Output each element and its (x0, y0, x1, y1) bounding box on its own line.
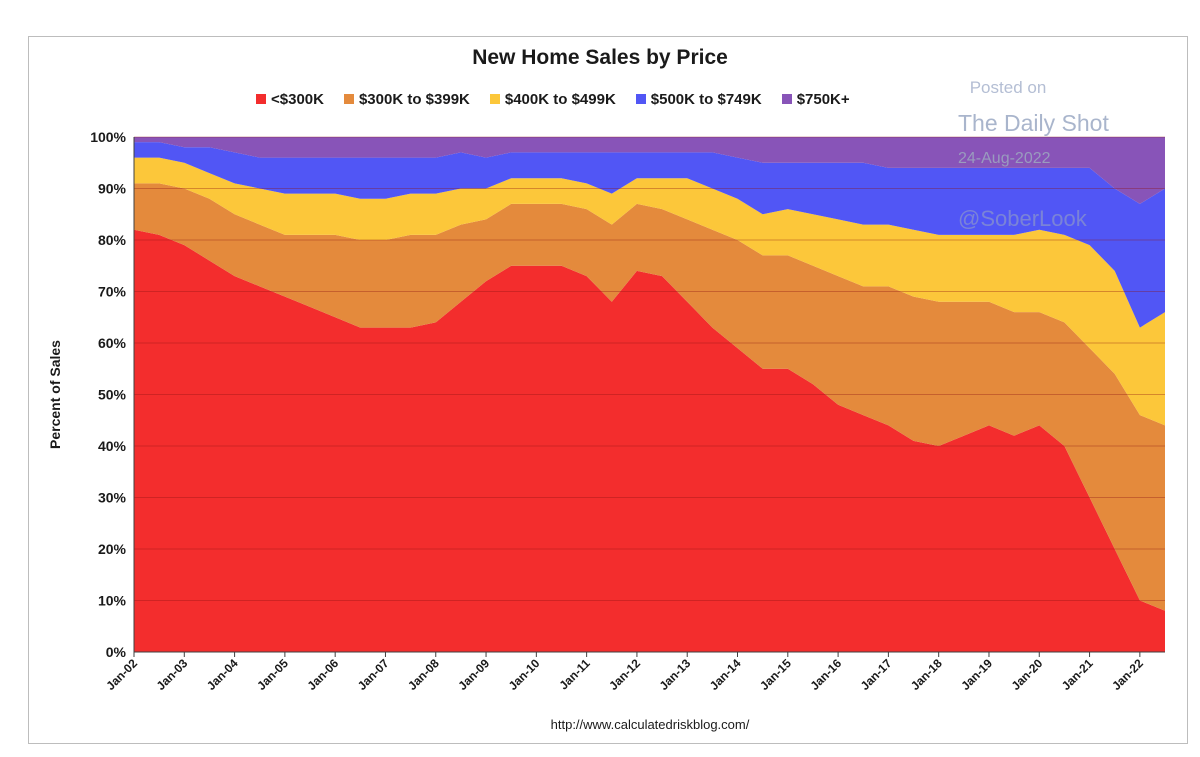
source-url: http://www.calculatedriskblog.com/ (550, 717, 750, 732)
x-tick-label: Jan-10 (506, 656, 543, 693)
x-tick-label: Jan-18 (908, 656, 945, 693)
area-300k (134, 229, 1165, 652)
legend-item-500k-to-749k: $500K to $749K (635, 90, 762, 108)
legend-label: $400K to $499K (504, 90, 616, 108)
area-500k-to-749k (134, 142, 1165, 328)
legend-label: <$300K (271, 90, 324, 108)
x-tick-label: Jan-02 (103, 656, 140, 693)
watermark-posted-label: Posted on (969, 78, 1047, 97)
legend-item-750k: $750K+ (781, 90, 850, 108)
legend-swatch (635, 93, 646, 104)
chart-title: New Home Sales by Price (472, 46, 728, 69)
x-tick-label: Jan-08 (405, 656, 442, 693)
legend-label: $500K to $749K (650, 90, 762, 108)
x-tick-label: Jan-05 (254, 656, 291, 693)
y-tick-label: 70% (98, 284, 127, 300)
x-tick-label: Jan-16 (807, 656, 844, 693)
y-tick-label: 20% (98, 541, 127, 557)
y-tick-label: 30% (98, 490, 127, 506)
watermark-date: 24-Aug-2022 (958, 150, 1051, 167)
y-tick-label: 40% (98, 438, 127, 454)
area-300k-to-399k (134, 183, 1165, 611)
x-tick-label: Jan-20 (1009, 656, 1046, 693)
watermark-site-name: The Daily Shot (958, 110, 1109, 136)
legend-swatch (343, 93, 354, 104)
area-400k-to-499k (134, 157, 1165, 426)
y-tick-label: 100% (90, 129, 126, 145)
y-tick-label: 0% (106, 644, 127, 660)
x-tick-label: Jan-17 (858, 656, 895, 693)
x-tick-label: Jan-12 (606, 656, 643, 693)
legend-label: $300K to $399K (358, 90, 470, 108)
x-tick-label: Jan-21 (1059, 656, 1096, 693)
x-tick-label: Jan-06 (305, 656, 342, 693)
x-tick-label: Jan-07 (355, 656, 392, 693)
watermark: Posted on The Daily Shot 24-Aug-2022 @So… (950, 78, 1150, 238)
x-tick-label: Jan-22 (1109, 656, 1146, 693)
legend-item-300k: <$300K (256, 91, 324, 108)
x-tick-label: Jan-11 (556, 656, 593, 693)
watermark-handle: @SoberLook (958, 206, 1087, 231)
y-tick-label: 10% (98, 593, 127, 609)
x-tick-label: Jan-15 (757, 656, 794, 693)
legend-swatch (781, 93, 792, 104)
x-tick-label: Jan-03 (154, 656, 191, 693)
x-tick-label: Jan-14 (707, 656, 744, 693)
legend-swatch (256, 93, 266, 104)
legend-item-400k-to-499k: $400K to $499K (489, 90, 616, 108)
legend-label: $750K+ (796, 90, 850, 108)
area-750k (134, 137, 1165, 204)
x-tick-label: Jan-19 (958, 656, 995, 693)
x-tick-label: Jan-04 (204, 656, 241, 693)
x-tick-label: Jan-09 (455, 656, 492, 693)
y-tick-label: 90% (98, 181, 127, 197)
chart-legend: <$300K $300K to $399K $400K to $499K $500K … (256, 90, 870, 110)
y-tick-label: 50% (98, 387, 127, 403)
y-tick-label: 80% (98, 232, 127, 248)
x-tick-label: Jan-13 (657, 656, 694, 693)
y-axis-title: Percent of Sales (47, 340, 63, 449)
legend-item-300k-to-399k: $300K to $399K (343, 90, 470, 108)
y-tick-label: 60% (98, 335, 127, 351)
legend-swatch (489, 93, 500, 104)
